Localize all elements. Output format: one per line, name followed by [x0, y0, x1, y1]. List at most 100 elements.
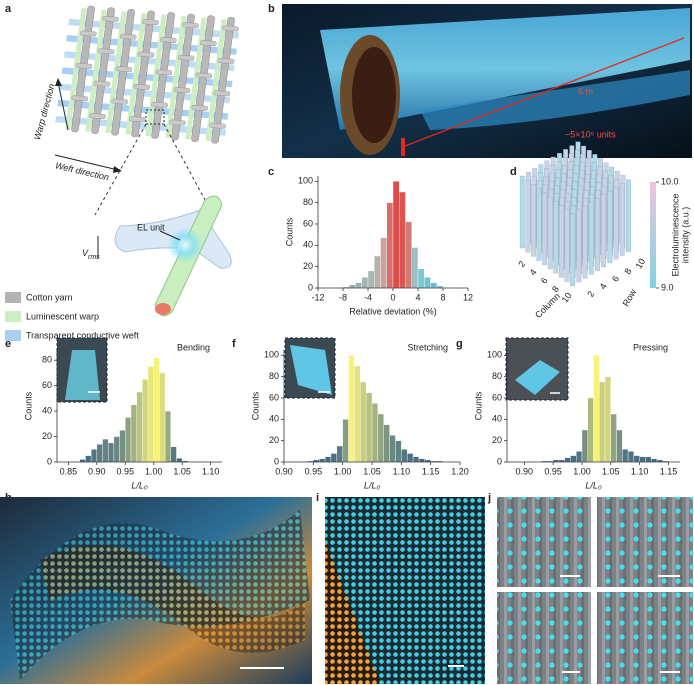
bar — [587, 397, 594, 463]
cotton-yarn — [97, 48, 115, 55]
y-axis-label: Counts — [23, 391, 33, 420]
y-axis-label: Counts — [250, 391, 260, 420]
bar — [319, 458, 326, 463]
bar — [371, 403, 379, 463]
bar — [581, 429, 588, 463]
inset-photo — [56, 337, 108, 403]
cotton-yarn — [133, 84, 151, 90]
bar — [576, 451, 583, 463]
y-tick-label: 20 — [303, 261, 313, 271]
y-axis-label: Counts — [473, 391, 483, 420]
bar — [108, 442, 115, 463]
y-tick-label: 8 — [622, 267, 633, 276]
photo — [597, 497, 693, 587]
colorbar-label: intensity (a.u.) — [680, 207, 690, 264]
bar-3d — [519, 175, 525, 249]
bar — [342, 419, 349, 463]
cotton-yarn — [151, 101, 168, 108]
y-tick-label: 2 — [585, 289, 596, 298]
fabric-sheet — [420, 70, 690, 130]
x-tick-label: 4 — [528, 267, 539, 277]
x-tick-label: 0.90 — [275, 466, 293, 476]
x-axis-label: L/L₀ — [131, 480, 148, 490]
y-tick-label: 60 — [492, 392, 502, 402]
bar-3d — [525, 180, 531, 253]
warp-yarn — [205, 19, 227, 142]
bar — [599, 381, 606, 463]
x-tick-label: 12 — [463, 292, 473, 302]
x-tick-label: 1.20 — [451, 466, 469, 476]
cotton-yarn — [160, 37, 177, 43]
warp-arrow — [57, 81, 69, 131]
bar — [386, 202, 394, 289]
warp-yarn — [85, 9, 107, 132]
y-tick-label: 100 — [264, 350, 279, 360]
y-tick-label: 20 — [492, 435, 502, 445]
weft-label: Weft direction — [54, 160, 110, 182]
cotton-yarn — [222, 25, 239, 32]
panel-letter: b — [268, 3, 275, 15]
colorbar-label: Electroluminescence — [670, 193, 680, 276]
colorbar-tick-label: 9.0 — [661, 282, 674, 292]
x-tick-label: 0.90 — [516, 466, 534, 476]
y-tick-label: 0 — [497, 456, 502, 466]
x-tick-label: -8 — [339, 292, 347, 302]
x-tick-label: -4 — [364, 292, 372, 302]
x-tick-label: 0.85 — [60, 466, 78, 476]
bar-3d — [582, 206, 588, 279]
panel-letter: i — [316, 492, 319, 504]
legend-label: Luminescent warp — [26, 311, 99, 321]
zoom-box — [145, 109, 165, 125]
y-tick-label: 10 — [634, 257, 648, 271]
arrow-stop — [401, 138, 405, 156]
bar — [616, 429, 623, 463]
x-tick-label: 0 — [390, 292, 395, 302]
chart-title: Stretching — [407, 342, 448, 352]
bar — [627, 451, 635, 463]
y-tick-label: 40 — [42, 405, 52, 415]
bar — [85, 455, 92, 463]
cotton-yarn — [182, 22, 199, 29]
bar — [119, 429, 126, 463]
bar — [164, 410, 171, 463]
bar — [417, 268, 425, 289]
y-tick-label: 20 — [42, 431, 52, 441]
chart-title: Bending — [177, 342, 210, 352]
cotton-yarn — [191, 105, 208, 111]
bar — [424, 277, 431, 289]
panel-letter: d — [510, 166, 517, 178]
zoom-line — [94, 123, 147, 216]
warp-core — [155, 303, 171, 315]
weave-schematic — [55, 5, 240, 144]
bar-3d — [619, 183, 625, 256]
x-tick-label: 1.10 — [393, 466, 411, 476]
bar-3d — [564, 209, 570, 282]
bar-3d — [542, 192, 548, 265]
panel-letter: f — [232, 338, 236, 350]
x-tick-label: 4 — [415, 292, 420, 302]
bar — [604, 376, 611, 463]
bar — [395, 440, 402, 463]
x-tick-label: 8 — [440, 292, 445, 302]
cotton-yarn — [111, 98, 128, 105]
cotton-yarn — [89, 113, 106, 120]
x-axis-label: L/L₀ — [364, 480, 381, 490]
legend-swatch — [5, 330, 21, 341]
cotton-yarn — [211, 16, 235, 144]
arrow-head — [113, 166, 122, 173]
panel-letter: a — [5, 3, 12, 15]
voltage-label: Vrms — [82, 248, 100, 260]
bar — [125, 417, 132, 463]
bar — [418, 458, 425, 463]
bar — [113, 436, 120, 463]
panel-letter: e — [5, 338, 11, 350]
legend-label: Cotton yarn — [26, 292, 73, 302]
fabric — [40, 545, 305, 653]
panel-letter: c — [268, 166, 274, 178]
x-tick-label: 6 — [539, 276, 550, 286]
bar-3d — [547, 196, 553, 270]
bar — [96, 443, 103, 463]
bar-3d — [531, 184, 536, 257]
chart-title: Pressing — [633, 342, 668, 352]
bar — [639, 456, 646, 463]
